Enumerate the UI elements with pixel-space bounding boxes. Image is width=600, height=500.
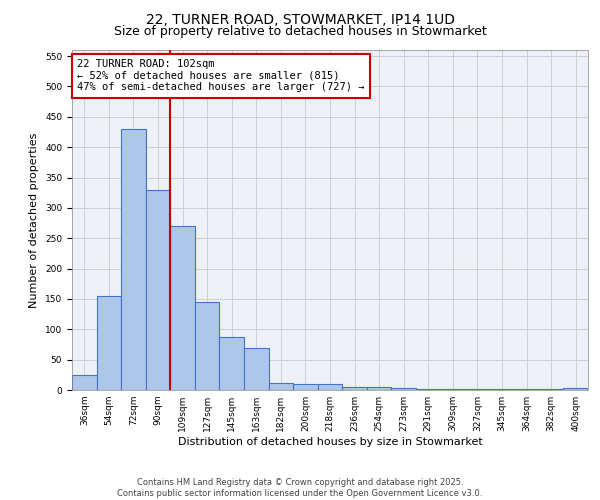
Y-axis label: Number of detached properties: Number of detached properties [29, 132, 40, 308]
Bar [146, 190, 170, 390]
Bar [342, 387, 367, 390]
Bar [563, 388, 588, 390]
Bar [440, 389, 465, 390]
Bar [367, 387, 391, 390]
Bar [293, 384, 318, 390]
Bar [318, 384, 342, 390]
Bar [121, 129, 146, 390]
Bar [391, 388, 416, 390]
Text: 22, TURNER ROAD, STOWMARKET, IP14 1UD: 22, TURNER ROAD, STOWMARKET, IP14 1UD [146, 12, 455, 26]
Text: Contains HM Land Registry data © Crown copyright and database right 2025.
Contai: Contains HM Land Registry data © Crown c… [118, 478, 482, 498]
X-axis label: Distribution of detached houses by size in Stowmarket: Distribution of detached houses by size … [178, 437, 482, 447]
Bar [244, 348, 269, 390]
Bar [269, 382, 293, 390]
Bar [416, 389, 440, 390]
Bar [195, 302, 220, 390]
Bar [170, 226, 195, 390]
Bar [97, 296, 121, 390]
Text: Size of property relative to detached houses in Stowmarket: Size of property relative to detached ho… [113, 25, 487, 38]
Bar [72, 375, 97, 390]
Bar [220, 336, 244, 390]
Text: 22 TURNER ROAD: 102sqm
← 52% of detached houses are smaller (815)
47% of semi-de: 22 TURNER ROAD: 102sqm ← 52% of detached… [77, 59, 364, 92]
